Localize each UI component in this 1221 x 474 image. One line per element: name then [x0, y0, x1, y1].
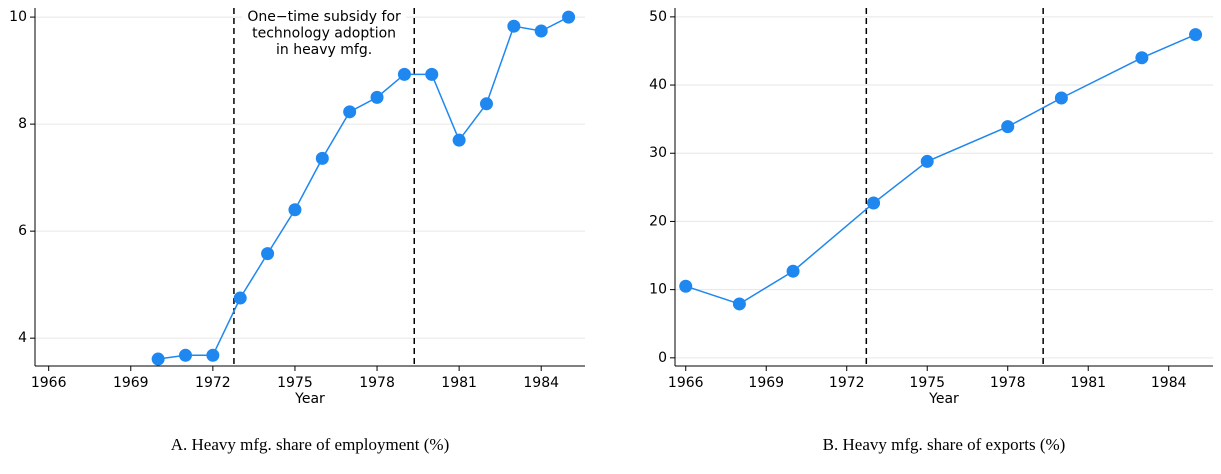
x-tick-label: 1972	[195, 375, 231, 391]
caption: A. Heavy mfg. share of employment (%)	[171, 435, 450, 454]
x-axis-label: Year	[294, 391, 325, 407]
point	[1001, 120, 1015, 134]
point	[920, 154, 934, 168]
point	[206, 348, 220, 362]
point	[452, 133, 466, 147]
series-line	[158, 16, 569, 360]
annotation: One−time subsidy for	[247, 9, 401, 25]
point	[261, 247, 275, 261]
point	[315, 151, 329, 165]
point	[151, 352, 165, 366]
x-tick-label: 1978	[990, 375, 1026, 391]
y-tick-label: 0	[658, 350, 667, 366]
x-axis-label: Year	[928, 391, 959, 407]
x-tick-label: 1975	[909, 375, 945, 391]
y-tick-label: 10	[9, 9, 27, 25]
caption: B. Heavy mfg. share of exports (%)	[823, 435, 1066, 454]
point	[1189, 28, 1203, 42]
x-tick-label: 1975	[277, 375, 313, 391]
point	[679, 279, 693, 293]
y-tick-label: 8	[18, 116, 27, 132]
y-tick-label: 50	[649, 9, 667, 25]
y-tick-label: 4	[18, 330, 27, 346]
point	[1135, 51, 1149, 65]
annotation: technology adoption	[252, 26, 396, 42]
point	[786, 264, 800, 278]
annotation-box	[242, 8, 407, 62]
point	[1054, 91, 1068, 105]
annotation: in heavy mfg.	[276, 42, 372, 58]
x-tick-label: 1984	[1151, 375, 1187, 391]
y-tick-label: 30	[649, 145, 667, 161]
point	[479, 97, 493, 111]
point	[507, 19, 521, 33]
point	[562, 10, 576, 24]
point	[178, 348, 192, 362]
x-tick-label: 1984	[523, 375, 559, 391]
y-tick-label: 10	[649, 282, 667, 298]
x-tick-label: 1972	[829, 375, 865, 391]
x-tick-label: 1966	[668, 375, 704, 391]
point	[534, 24, 548, 38]
y-tick-label: 40	[649, 77, 667, 93]
point	[288, 203, 302, 217]
x-tick-label: 1966	[31, 375, 67, 391]
x-tick-label: 1969	[113, 375, 149, 391]
point	[867, 196, 881, 210]
point	[370, 90, 384, 104]
point	[732, 297, 746, 311]
x-tick-label: 1981	[1070, 375, 1106, 391]
x-tick-label: 1981	[441, 375, 477, 391]
x-tick-label: 1978	[359, 375, 395, 391]
x-tick-label: 1969	[748, 375, 784, 391]
point	[425, 67, 439, 81]
series-line	[685, 33, 1196, 305]
y-tick-label: 6	[18, 223, 27, 239]
y-tick-label: 20	[649, 213, 667, 229]
point	[233, 291, 247, 305]
point	[397, 67, 411, 81]
point	[343, 105, 357, 119]
